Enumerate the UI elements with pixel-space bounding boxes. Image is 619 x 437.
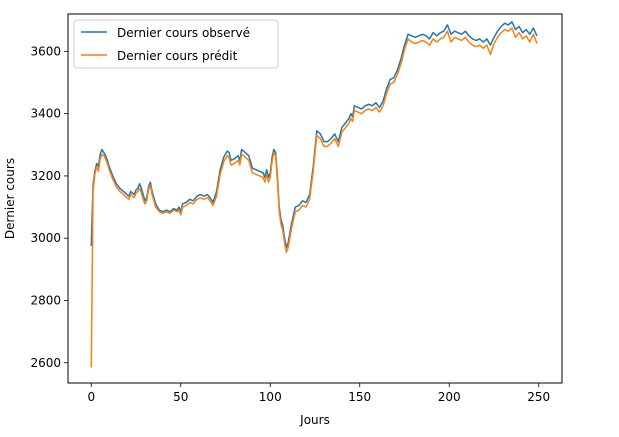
y-tick-label: 2600: [30, 356, 61, 370]
x-tick-label: 150: [348, 390, 371, 404]
x-tick-label: 100: [259, 390, 282, 404]
y-tick-label: 3600: [30, 44, 61, 58]
legend: Dernier cours observé Dernier cours préd…: [73, 19, 279, 69]
y-axis-label: Dernier cours: [3, 158, 17, 239]
y-tick-label: 3200: [30, 169, 61, 183]
legend-label-observed: Dernier cours observé: [117, 26, 250, 40]
legend-box: [73, 19, 279, 69]
x-axis: 0 50 100 150 200 250: [87, 383, 550, 404]
y-axis: 2600 2800 3000 3200 3400 3600: [30, 44, 68, 370]
y-tick-label: 3000: [30, 231, 61, 245]
x-tick-label: 200: [438, 390, 461, 404]
legend-label-predicted: Dernier cours prédit: [117, 49, 238, 63]
x-axis-label: Jours: [299, 413, 330, 427]
plot-area: [90, 21, 538, 368]
y-tick-label: 3400: [30, 107, 61, 121]
x-tick-label: 0: [87, 390, 95, 404]
x-tick-label: 250: [527, 390, 550, 404]
series-line-1: [90, 27, 538, 368]
series-line-0: [90, 21, 538, 249]
y-tick-label: 2800: [30, 293, 61, 307]
axes-frame: [67, 13, 563, 384]
x-tick-label: 50: [173, 390, 188, 404]
